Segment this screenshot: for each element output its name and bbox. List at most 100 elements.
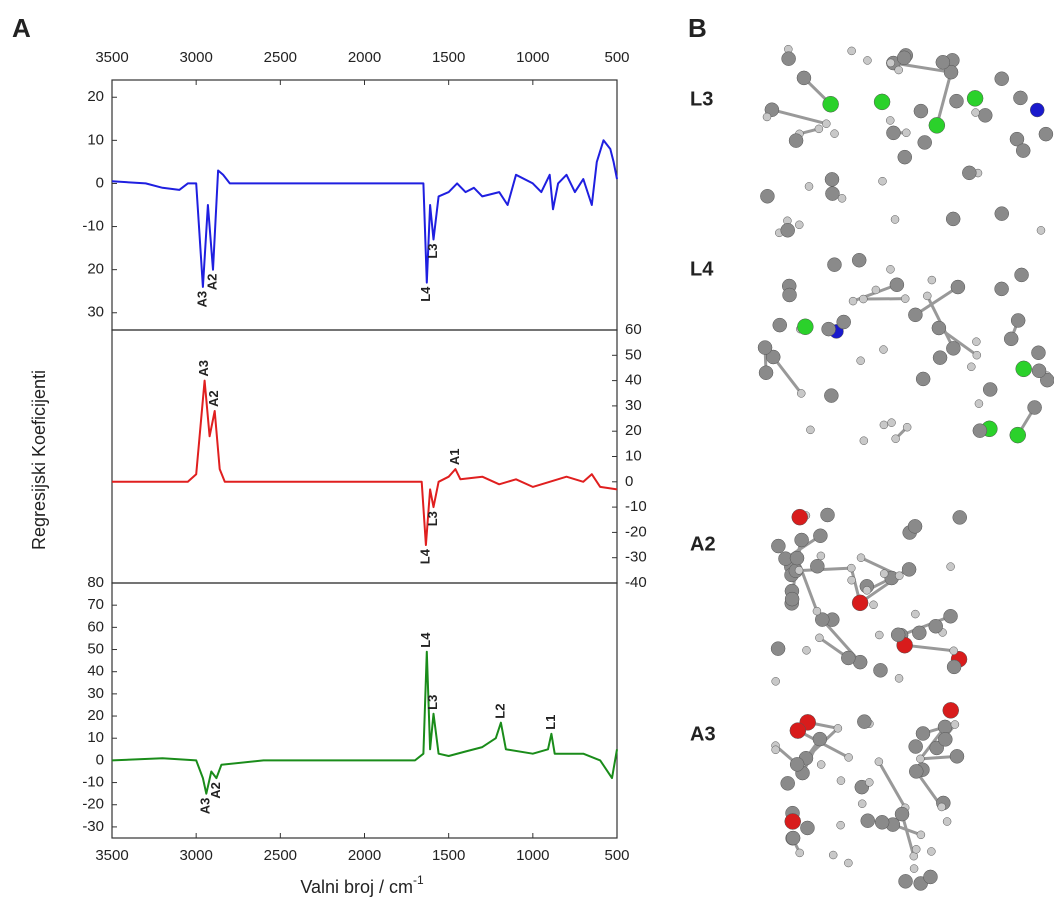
y-tick-label: -20 [625, 523, 647, 540]
atom [844, 753, 853, 762]
atom [901, 562, 917, 577]
atom [1003, 331, 1019, 347]
atom [966, 90, 984, 107]
atom [909, 864, 919, 873]
atom [896, 50, 912, 66]
plot-frame [111, 582, 618, 839]
bond [877, 760, 907, 809]
atom [900, 294, 910, 303]
atom [812, 606, 822, 616]
y-tick-label: -10 [82, 774, 104, 791]
atom [1029, 102, 1045, 118]
atom [1013, 90, 1028, 106]
y-tick-label: 50 [625, 346, 642, 363]
atom [824, 388, 839, 403]
atom [822, 95, 839, 113]
atom [874, 757, 884, 766]
y-tick-label: 20 [625, 422, 642, 439]
x-tick-label: 500 [604, 847, 629, 864]
bond [914, 285, 959, 317]
atom [837, 194, 847, 203]
atom [946, 341, 961, 356]
y-tick-label: 40 [625, 372, 642, 389]
peak-label: A2 [204, 274, 219, 291]
y-tick-label: 30 [625, 397, 642, 414]
x-tick-label: 3000 [179, 847, 212, 864]
atom [862, 586, 872, 595]
atom [797, 389, 806, 398]
x-tick-label: 2000 [348, 847, 381, 864]
atom [796, 70, 812, 86]
spectrum-line [112, 379, 618, 546]
panel-label: B [688, 13, 707, 43]
atom [789, 757, 805, 772]
atom [911, 609, 920, 619]
atom [833, 724, 843, 733]
atom [962, 165, 977, 181]
peak-label: L4 [418, 286, 433, 302]
atom [891, 434, 900, 443]
atom [932, 350, 948, 365]
x-tick-label: 2000 [348, 49, 381, 66]
atom [994, 281, 1009, 297]
atom [943, 64, 959, 80]
atom [1036, 226, 1046, 235]
peak-label: A2 [208, 782, 223, 799]
y-tick-label: -10 [82, 218, 104, 235]
atom [772, 317, 787, 333]
molecule-label: A2 [690, 533, 716, 555]
atom [945, 211, 961, 227]
atom [820, 507, 835, 523]
atom [800, 820, 815, 836]
atom [931, 320, 947, 336]
panel-label: A [12, 13, 31, 43]
atom [794, 566, 804, 575]
x-axis-label: Valni broj / cm-1 [300, 873, 424, 897]
molecule-drawings [757, 44, 1054, 891]
atom [804, 182, 814, 191]
atom [814, 124, 824, 134]
atom [1010, 313, 1026, 328]
atom [873, 663, 888, 678]
atom [771, 745, 780, 755]
atom [907, 519, 923, 534]
atom [771, 538, 786, 554]
atom [879, 569, 889, 578]
atom [816, 551, 826, 561]
atom [972, 337, 981, 346]
x-axis-label-sup: -1 [413, 873, 424, 887]
atom [875, 630, 884, 640]
atom [952, 510, 967, 525]
atom [972, 423, 988, 438]
atom [822, 119, 831, 128]
atom [789, 550, 805, 566]
atom [937, 719, 953, 735]
atom [789, 722, 807, 739]
atom [784, 813, 801, 830]
y-tick-label: -10 [625, 498, 647, 515]
atom [847, 563, 856, 573]
y-tick-label: 30 [87, 304, 104, 321]
atom [836, 314, 851, 330]
atom [859, 436, 869, 445]
x-tick-label: 3500 [95, 847, 128, 864]
peak-label: L3 [425, 695, 440, 710]
atom [780, 222, 795, 238]
atom [950, 720, 960, 729]
x-tick-label: 1500 [432, 847, 465, 864]
x-tick-label: 500 [604, 49, 629, 66]
atom [797, 318, 814, 336]
y-tick-label: 60 [87, 618, 104, 635]
atom [890, 627, 906, 643]
atom [1015, 360, 1032, 378]
x-tick-label: 3500 [95, 49, 128, 66]
y-tick-label: 10 [625, 447, 642, 464]
x-tick-label: 1000 [516, 847, 549, 864]
atom [886, 58, 895, 68]
atom [1009, 426, 1027, 444]
atom [827, 257, 842, 272]
atom [895, 571, 904, 580]
atom [902, 422, 912, 432]
y-tick-label: -30 [82, 818, 104, 835]
y-tick-label: -40 [625, 574, 647, 591]
